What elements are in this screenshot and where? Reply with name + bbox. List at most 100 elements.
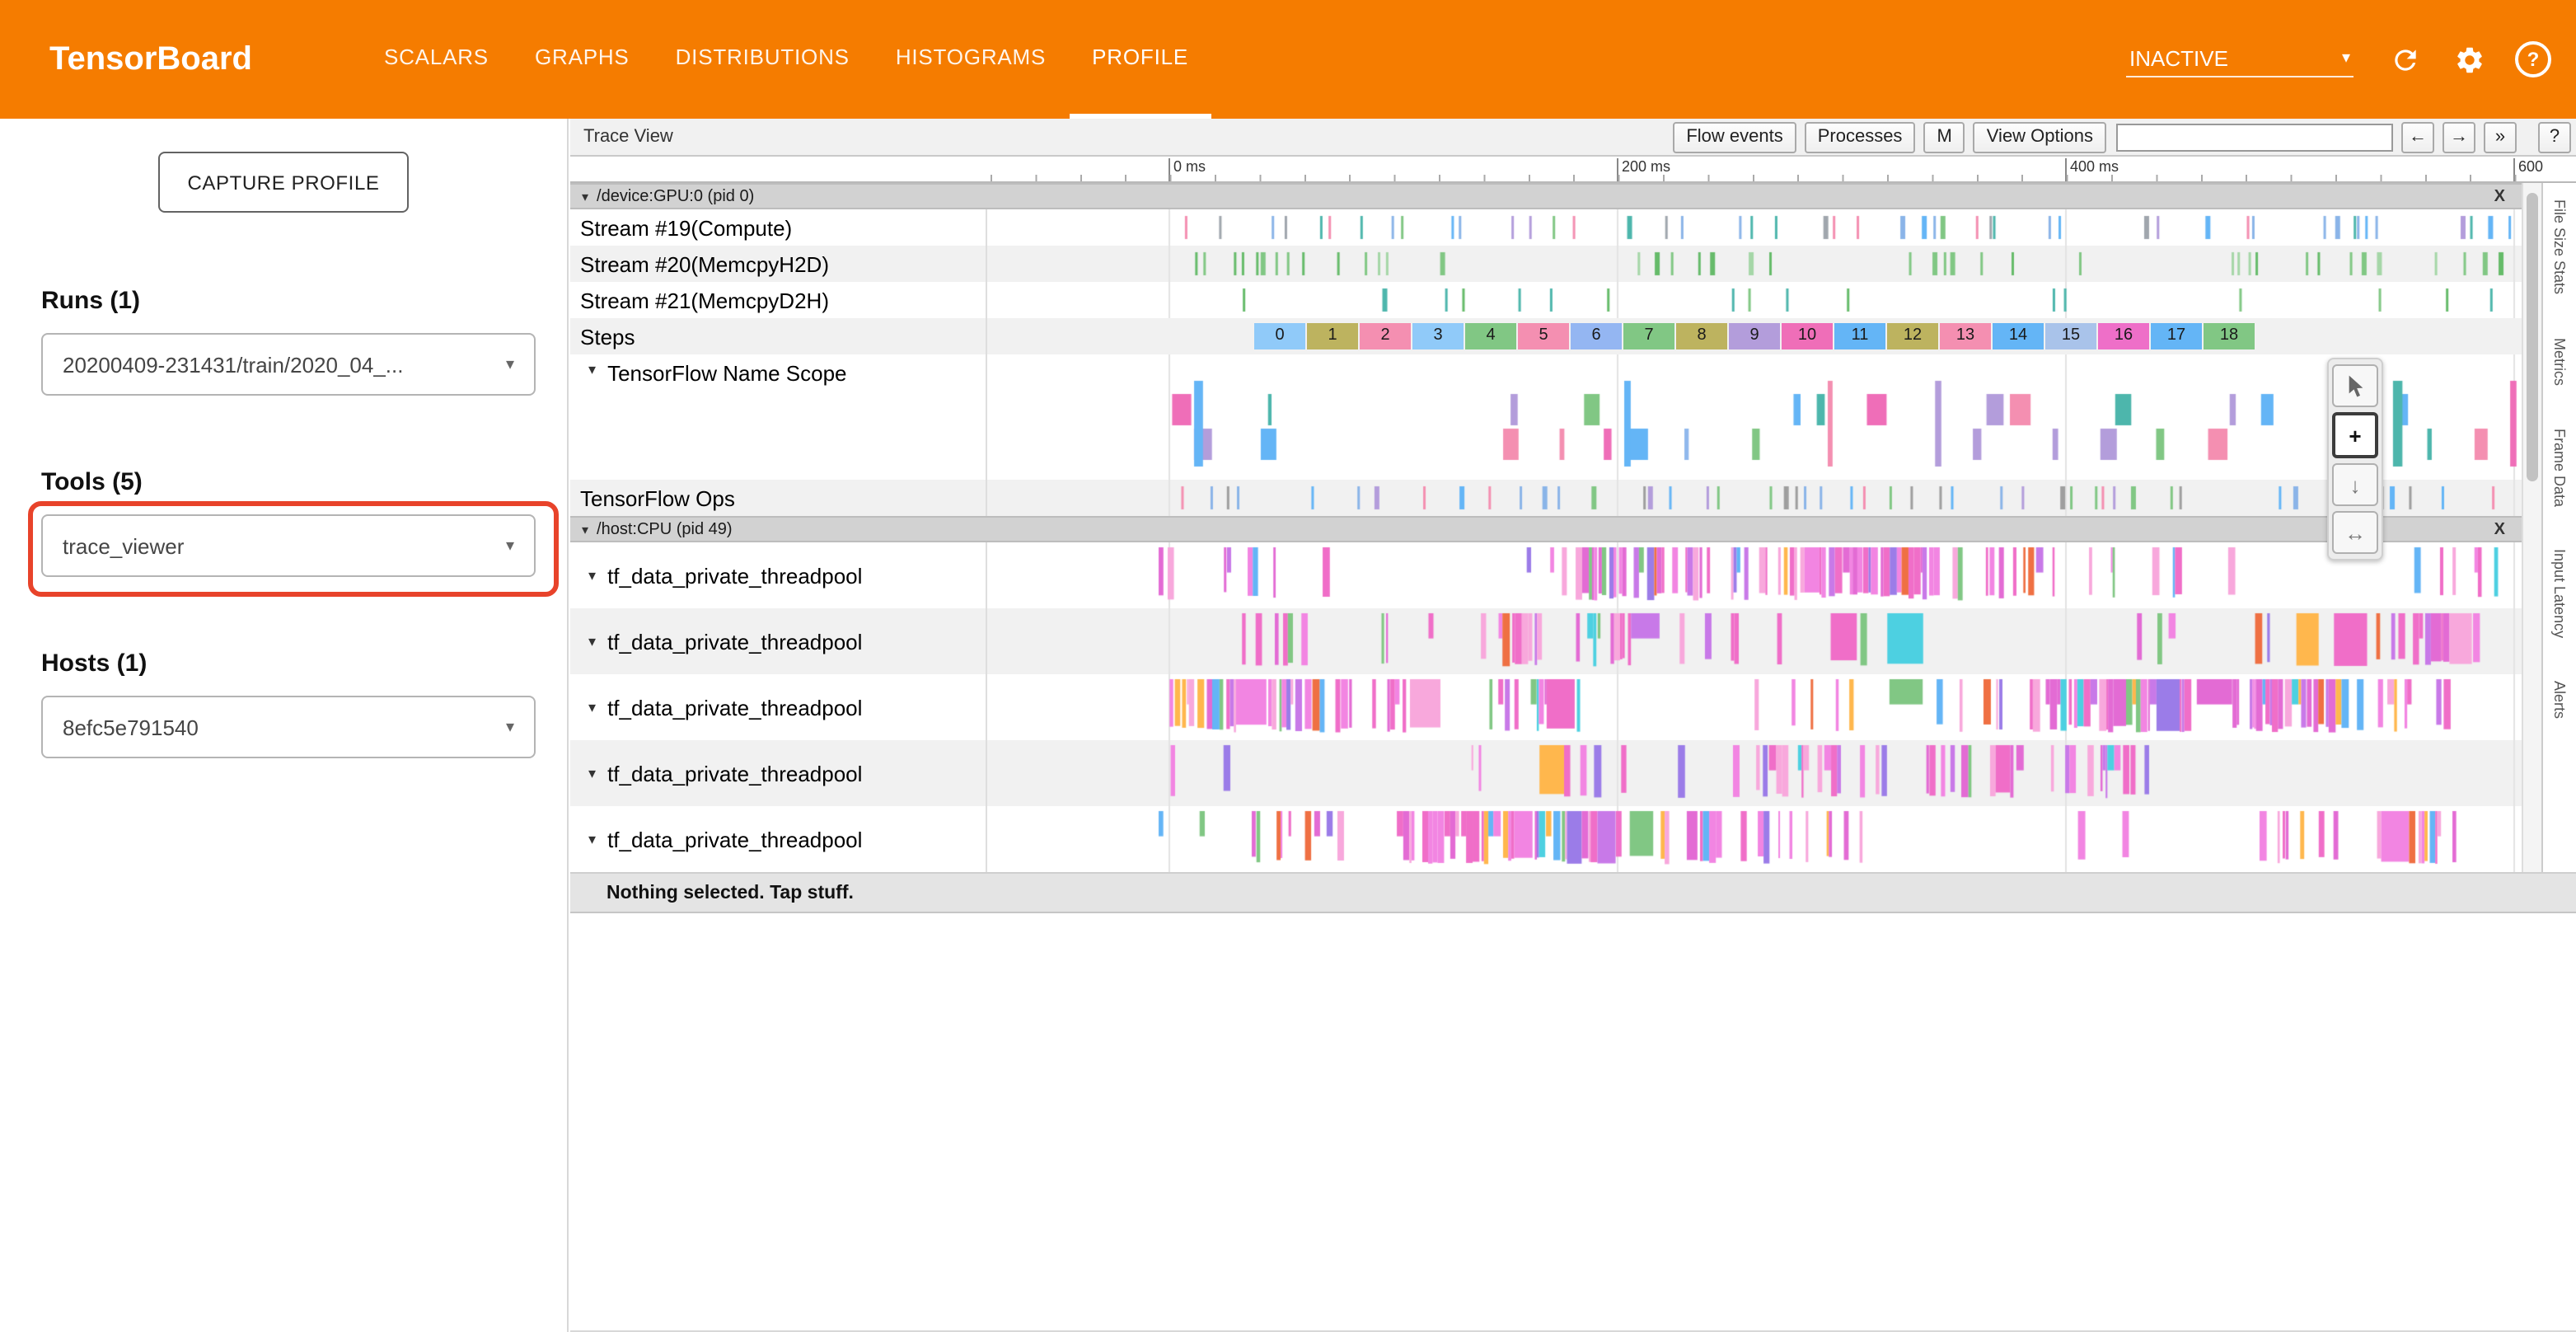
vertical-scrollbar[interactable]	[2522, 183, 2541, 872]
pan-tool-button[interactable]: ↓	[2332, 463, 2378, 506]
row-label[interactable]: ▾ tf_data_private_threadpool	[570, 806, 987, 872]
tab-scalars[interactable]: SCALARS	[383, 45, 489, 69]
step-block[interactable]: 6	[1571, 323, 1622, 349]
row-label-text: tf_data_private_threadpool	[607, 629, 863, 654]
tab-alerts[interactable]: Alerts	[2551, 681, 2568, 720]
step-block[interactable]: 16	[2098, 323, 2149, 349]
step-block[interactable]: 12	[1887, 323, 1938, 349]
row-track[interactable]	[987, 740, 2522, 806]
row-label-text: tf_data_private_threadpool	[607, 761, 863, 786]
close-cpu-process-button[interactable]: X	[2494, 520, 2505, 538]
trace-tool-palette: + ↓ ↔	[2327, 358, 2383, 560]
runs-label: Runs (1)	[41, 287, 140, 315]
detail-panel	[570, 913, 2576, 1332]
row-label[interactable]: ▾ tf_data_private_threadpool	[570, 740, 987, 806]
app-header: TensorBoard SCALARS GRAPHS DISTRIBUTIONS…	[0, 0, 2576, 119]
collapse-icon[interactable]: ▾	[588, 830, 597, 847]
tools-dropdown[interactable]: trace_viewer ▾	[41, 514, 536, 577]
row-label-text: TensorFlow Name Scope	[607, 361, 847, 386]
view-options-button[interactable]: View Options	[1973, 121, 2106, 152]
collapse-icon[interactable]: ▾	[582, 189, 589, 204]
row-track[interactable]	[987, 354, 2522, 480]
step-block[interactable]: 4	[1465, 323, 1516, 349]
step-block[interactable]: 14	[1993, 323, 2044, 349]
track-canvas	[987, 246, 2522, 282]
collapse-icon[interactable]: ▾	[582, 522, 589, 537]
tab-frame-data[interactable]: Frame Data	[2551, 428, 2568, 507]
close-gpu-process-button[interactable]: X	[2494, 187, 2505, 205]
collapse-icon[interactable]: ▾	[588, 361, 597, 378]
step-block[interactable]: 7	[1623, 323, 1674, 349]
step-block[interactable]: 17	[2151, 323, 2202, 349]
flow-events-button[interactable]: Flow events	[1673, 121, 1796, 152]
collapse-icon[interactable]: ▾	[588, 632, 597, 649]
row-track[interactable]	[987, 480, 2522, 516]
step-block[interactable]: 0	[1254, 323, 1305, 349]
step-block[interactable]: 13	[1940, 323, 1991, 349]
step-block[interactable]: 8	[1676, 323, 1727, 349]
row-track[interactable]	[987, 209, 2522, 246]
chevron-down-icon: ▾	[505, 718, 514, 736]
collapse-icon[interactable]: ▾	[588, 698, 597, 715]
prev-button[interactable]: ←	[2401, 121, 2434, 152]
chevron-down-icon: ▾	[505, 355, 514, 373]
step-block[interactable]: 10	[1782, 323, 1833, 349]
step-block[interactable]: 2	[1360, 323, 1411, 349]
scrollbar-thumb[interactable]	[2527, 193, 2538, 481]
pan-icon: ↓	[2349, 472, 2361, 497]
row-label[interactable]: ▾ tf_data_private_threadpool	[570, 608, 987, 674]
row-track[interactable]	[987, 806, 2522, 872]
tab-histograms[interactable]: HISTOGRAMS	[895, 45, 1047, 69]
tab-file-size-stats[interactable]: File Size Stats	[2551, 199, 2568, 295]
trace-help-button[interactable]: ?	[2538, 121, 2571, 152]
collapse-icon[interactable]: ▾	[588, 764, 597, 781]
step-block[interactable]: 5	[1518, 323, 1569, 349]
row-label: Stream #21(MemcpyD2H)	[570, 282, 987, 318]
collapse-icon[interactable]: ▾	[588, 566, 597, 583]
app-title: TensorBoard	[49, 40, 252, 77]
timing-tool-button[interactable]: ↔	[2332, 511, 2378, 554]
row-label[interactable]: ▾ tf_data_private_threadpool	[570, 542, 987, 608]
step-block[interactable]: 9	[1729, 323, 1780, 349]
settings-button[interactable]	[2447, 38, 2490, 81]
row-track[interactable]	[987, 246, 2522, 282]
capture-profile-button[interactable]: CAPTURE PROFILE	[157, 152, 410, 213]
track-canvas	[987, 674, 2522, 740]
trace-view-title: Trace View	[583, 127, 673, 147]
chevron-down-icon: ▾	[2341, 49, 2350, 68]
row-track[interactable]	[987, 542, 2522, 608]
help-button[interactable]: ?	[2512, 38, 2555, 81]
row-track[interactable]	[987, 608, 2522, 674]
step-block[interactable]: 3	[1412, 323, 1464, 349]
more-button[interactable]: »	[2484, 121, 2517, 152]
processes-button[interactable]: Processes	[1804, 121, 1916, 152]
step-block[interactable]: 11	[1834, 323, 1885, 349]
step-block[interactable]: 18	[2204, 323, 2255, 349]
tab-metrics[interactable]: Metrics	[2551, 337, 2568, 386]
runs-dropdown[interactable]: 20200409-231431/train/2020_04_... ▾	[41, 333, 536, 396]
metadata-button[interactable]: M	[1923, 121, 1965, 152]
status-dropdown[interactable]: INACTIVE ▾	[2126, 41, 2354, 77]
row-track[interactable]	[987, 282, 2522, 318]
gpu-section-header[interactable]: ▾ /device:GPU:0 (pid 0) X	[570, 183, 2522, 209]
next-button[interactable]: →	[2443, 121, 2475, 152]
hosts-dropdown[interactable]: 8efc5e791540 ▾	[41, 696, 536, 758]
chevron-down-icon: ▾	[505, 537, 514, 555]
tab-distributions[interactable]: DISTRIBUTIONS	[675, 45, 850, 69]
cpu-section-header[interactable]: ▾ /host:CPU (pid 49) X	[570, 516, 2522, 542]
step-block[interactable]: 15	[2045, 323, 2096, 349]
refresh-button[interactable]	[2383, 38, 2426, 81]
tab-profile[interactable]: PROFILE	[1069, 0, 1212, 119]
zoom-tool-button[interactable]: +	[2332, 412, 2378, 458]
tab-graphs[interactable]: GRAPHS	[534, 45, 630, 69]
steps-track[interactable]: 0 1 2 3 4 5 6 7 8 9 10 11 12 13 14 15 16 17 18	[987, 318, 2522, 354]
row-track[interactable]	[987, 674, 2522, 740]
row-label[interactable]: ▾ tf_data_private_threadpool	[570, 674, 987, 740]
tab-input-latency[interactable]: Input Latency	[2551, 549, 2568, 639]
step-block[interactable]: 1	[1307, 323, 1358, 349]
ruler-label: 400 ms	[2070, 158, 2119, 175]
trace-search-input[interactable]	[2116, 123, 2393, 151]
row-label[interactable]: ▾ TensorFlow Name Scope	[570, 354, 987, 480]
select-tool-button[interactable]	[2332, 364, 2378, 407]
